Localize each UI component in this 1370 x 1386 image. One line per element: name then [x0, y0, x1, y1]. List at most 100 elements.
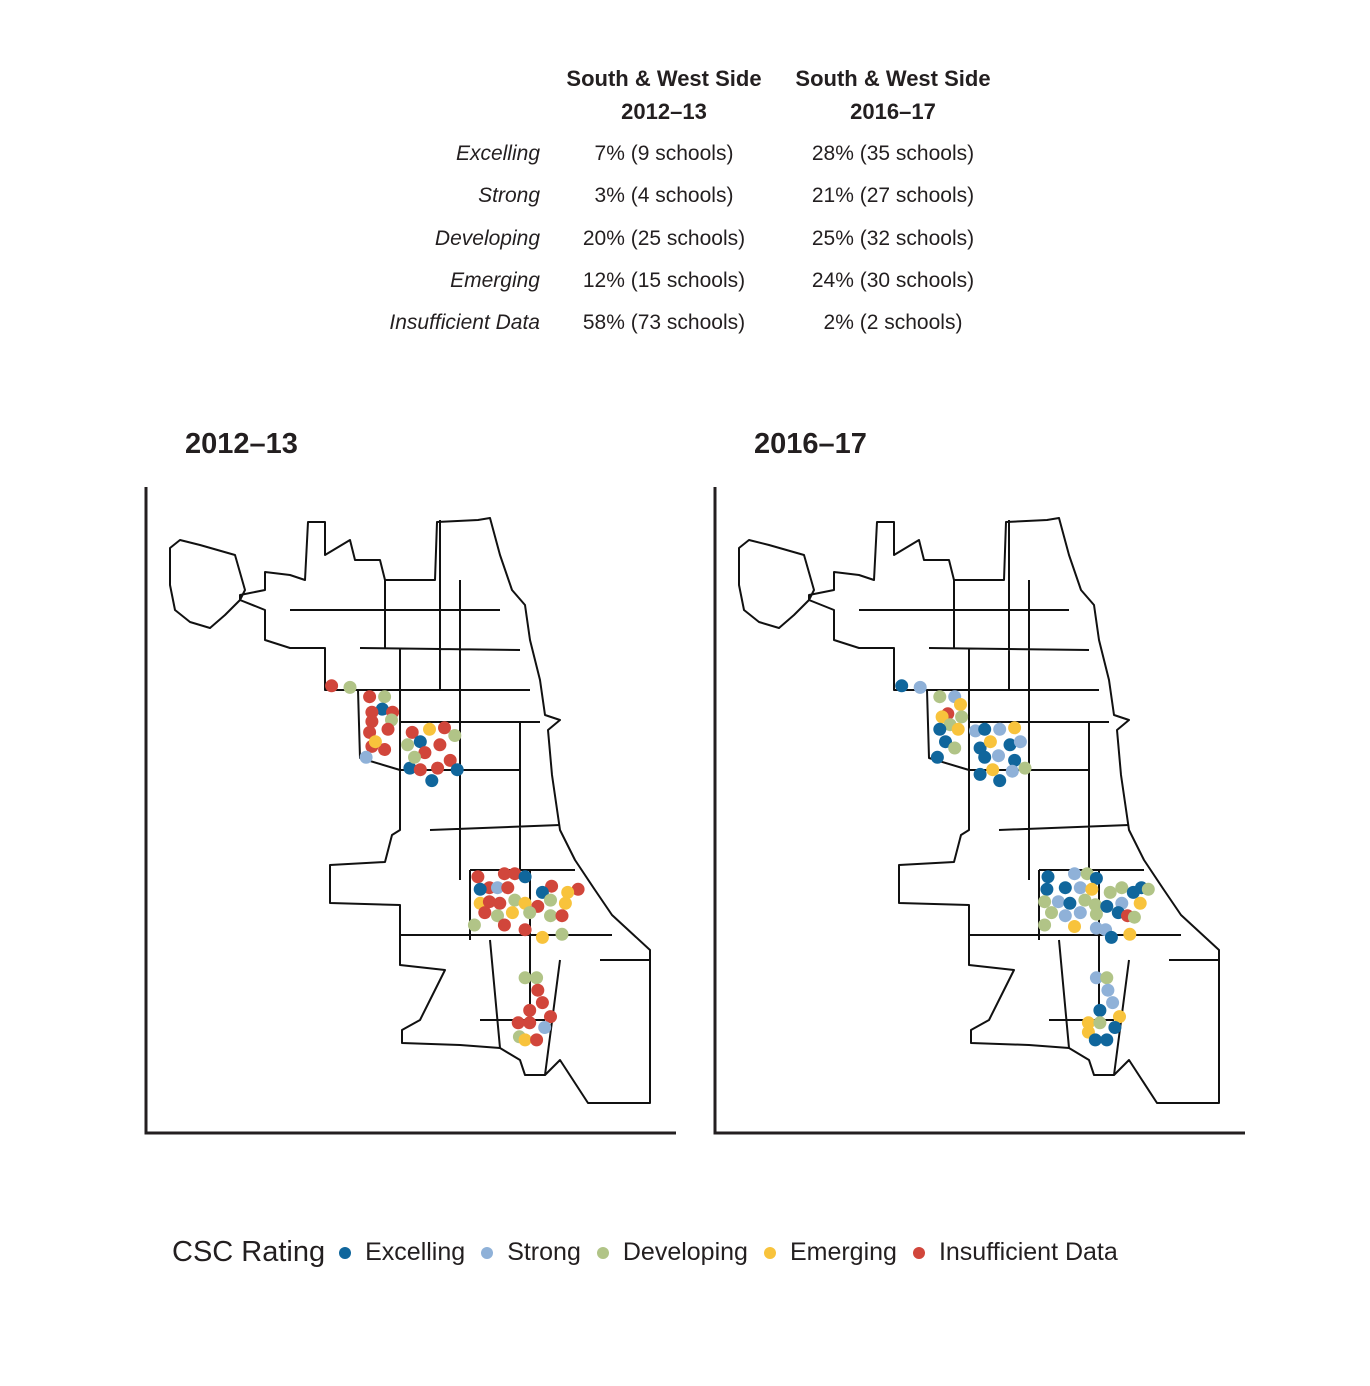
school-point	[491, 881, 504, 895]
school-point	[523, 906, 537, 920]
school-point	[1003, 738, 1017, 752]
school-point	[518, 971, 532, 985]
school-point	[530, 971, 544, 985]
school-point	[359, 750, 373, 764]
school-point	[935, 710, 949, 724]
school-point	[933, 690, 947, 704]
school-point	[363, 690, 377, 704]
school-point	[443, 753, 457, 767]
points-2012	[325, 679, 585, 1047]
school-point	[467, 918, 481, 932]
legend-item-insufficient-data: Insufficient Data	[912, 1238, 1118, 1267]
school-point	[544, 1010, 557, 1024]
school-point	[1078, 893, 1092, 907]
legend-dot-icon	[912, 1246, 925, 1259]
school-point	[523, 1003, 537, 1017]
school-point	[1127, 910, 1141, 924]
map-frame-2012	[144, 487, 676, 1135]
column-header-2012: South & West Side 2012–13	[544, 62, 784, 128]
chicago-map-2012	[169, 517, 651, 1104]
value-2012: 20% (25 schools)	[582, 226, 746, 250]
school-point	[1093, 1003, 1107, 1017]
school-point	[413, 735, 427, 749]
school-point	[508, 893, 522, 907]
school-point	[1068, 920, 1081, 933]
school-point	[993, 774, 1007, 788]
school-point	[368, 735, 382, 749]
value-2016: 21% (27 schools)	[811, 184, 975, 208]
legend-dot-icon	[339, 1246, 352, 1259]
legend-label: Excelling	[365, 1238, 466, 1266]
points-2016	[895, 679, 1155, 1047]
school-point	[531, 983, 545, 997]
school-point	[1085, 882, 1099, 896]
school-point	[325, 679, 339, 693]
school-point	[973, 767, 987, 781]
school-point	[978, 722, 992, 736]
header-line1: South & West Side	[795, 66, 991, 91]
row-label: Developing	[434, 226, 540, 250]
school-point	[555, 909, 569, 923]
school-point	[1113, 1010, 1126, 1024]
school-point	[1104, 930, 1118, 944]
school-point	[1040, 882, 1054, 896]
school-point	[951, 722, 965, 736]
legend: CSC Rating Excelling Strong Developing E…	[172, 1236, 1134, 1269]
school-point	[518, 870, 532, 884]
school-point	[1103, 885, 1117, 899]
school-point	[363, 725, 377, 739]
school-point	[558, 896, 572, 910]
school-point	[491, 909, 504, 923]
school-point	[365, 715, 379, 728]
header-line2: 2012–13	[621, 99, 707, 124]
legend-label: Strong	[507, 1238, 581, 1266]
school-point	[1106, 996, 1120, 1010]
school-point	[1013, 735, 1027, 749]
school-point	[1068, 867, 1081, 881]
school-point	[1051, 895, 1065, 909]
school-point	[381, 722, 395, 736]
legend-label: Developing	[622, 1238, 748, 1266]
school-point	[501, 881, 515, 895]
school-point	[433, 738, 447, 752]
map-title-2016: 2016–17	[754, 428, 867, 460]
value-2016: 25% (32 schools)	[811, 226, 975, 250]
school-point	[1073, 881, 1087, 895]
school-point	[1038, 895, 1052, 909]
legend-label: Emerging	[789, 1238, 897, 1266]
value-2012: 7% (9 schools)	[594, 142, 734, 165]
school-point	[1058, 909, 1072, 923]
school-point	[1141, 882, 1155, 896]
school-point	[1058, 881, 1072, 895]
school-point	[511, 1016, 525, 1030]
school-point	[948, 741, 962, 755]
school-point	[1100, 971, 1114, 985]
school-point	[378, 743, 392, 756]
legend-title: CSC Rating	[172, 1236, 326, 1268]
school-point	[482, 895, 496, 909]
school-point	[983, 735, 997, 749]
school-point	[530, 1033, 544, 1047]
school-point	[545, 879, 559, 893]
school-point	[450, 763, 464, 777]
school-point	[438, 721, 451, 735]
school-point	[1089, 971, 1103, 985]
school-point	[1089, 907, 1103, 921]
school-point	[523, 1016, 537, 1030]
value-2016: 24% (30 schools)	[811, 268, 975, 292]
school-point	[535, 885, 549, 899]
legend-item-strong: Strong	[481, 1238, 581, 1267]
chicago-map-2016	[738, 517, 1220, 1104]
school-point	[343, 680, 357, 694]
school-point	[992, 749, 1005, 763]
school-point	[535, 930, 549, 944]
legend-label: Insufficient Data	[938, 1238, 1118, 1266]
school-point	[535, 996, 549, 1010]
school-point	[425, 774, 439, 788]
school-point	[478, 906, 492, 920]
legend-dot-icon	[596, 1246, 609, 1259]
school-point	[408, 750, 421, 764]
school-point	[1008, 753, 1022, 767]
school-point	[473, 882, 487, 896]
